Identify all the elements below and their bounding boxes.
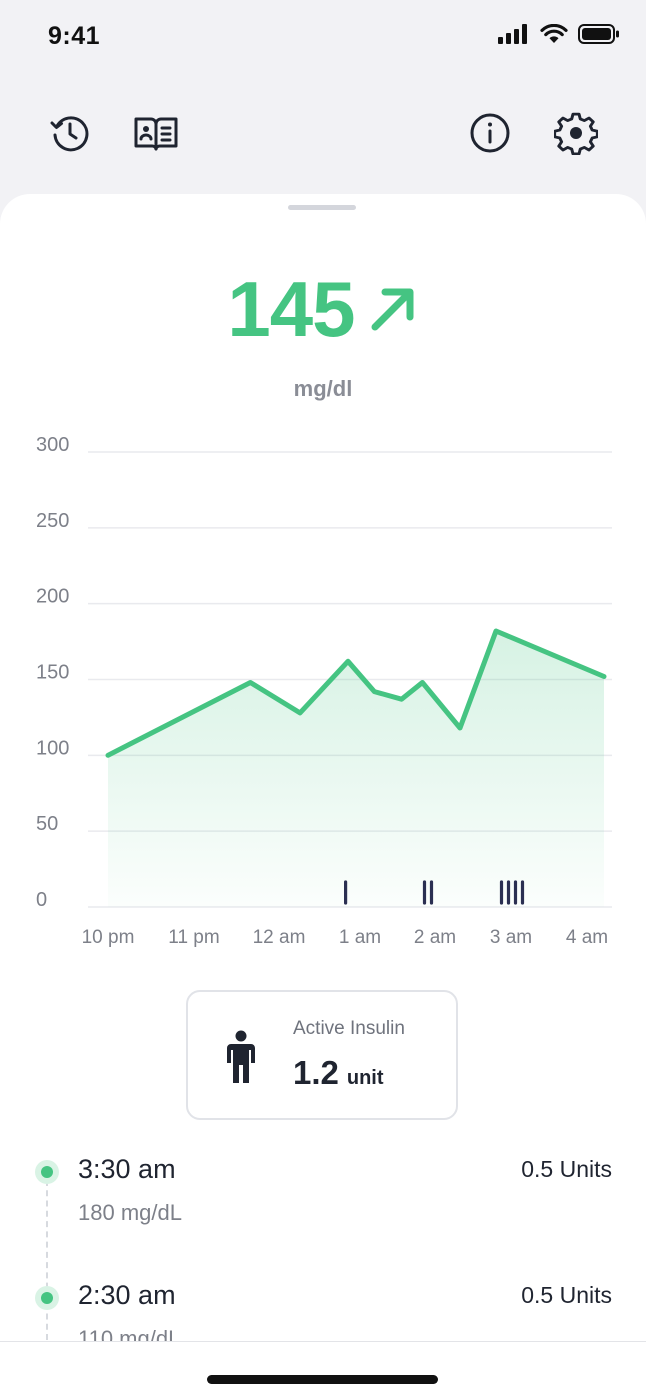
timeline-time: 3:30 am [78,1154,176,1184]
timeline-time: 2:30 am [78,1280,176,1310]
battery-icon [578,24,619,44]
insulin-dose-marker[interactable] [499,880,525,905]
x-tick-label: 1 am [339,927,381,948]
glucose-value: 145 [227,265,355,353]
settings-button[interactable] [553,110,599,156]
sheet-grabber[interactable] [288,205,356,210]
insulin-dose-marker[interactable] [422,880,434,905]
timeline-units: 0.5 Units [521,1156,612,1182]
glucose-area [108,631,604,907]
glucose-unit: mg/dl [293,376,353,401]
glucose-chart: 300 250 200 150 100 50 0 10 pm 11 pm 12 am 1 am 2 … [36,434,612,948]
timeline-reading: 180 mg/dL [78,1200,182,1225]
x-tick-label: 12 am [253,927,306,948]
timeline-item[interactable]: 3:30 am 180 mg/dL 0.5 Units [0,1144,646,1264]
info-icon [470,113,510,153]
active-insulin-number: 1.2 [293,1054,339,1091]
y-tick-label: 300 [36,434,69,456]
x-tick-label: 11 pm [168,927,219,948]
info-button[interactable] [467,110,513,156]
cellular-signal-icon [498,24,527,44]
person-icon [227,1030,255,1083]
x-tick-label: 2 am [414,927,456,948]
y-tick-label: 150 [36,662,69,684]
y-tick-label: 250 [36,510,69,532]
timeline-connector [46,1180,48,1340]
status-time: 9:41 [48,22,101,50]
active-insulin-title: Active Insulin [293,1018,405,1039]
dashboard-sheet: 145 mg/dl 300 250 200 150 100 50 0 10 pm 11 pm 1… [0,194,646,1400]
active-insulin-card[interactable]: Active Insulin 1.2 unit [186,990,458,1120]
timeline-dot [35,1286,59,1310]
y-tick-label: 50 [36,813,58,835]
bottom-bar [0,1341,646,1400]
status-icons [498,24,620,44]
active-insulin-unit: unit [346,1067,384,1089]
x-tick-label: 10 pm [82,927,135,948]
logbook-icon [134,117,178,151]
y-tick-label: 0 [36,889,47,911]
home-indicator[interactable] [207,1375,438,1384]
wifi-icon [540,24,568,43]
logbook-button[interactable] [133,110,179,156]
settings-gear-icon [554,112,598,155]
arrow-up-right-icon [371,288,414,331]
timeline-dot [35,1160,59,1184]
timeline-item[interactable]: 2:30 am 110 mg/dL 0.5 Units [0,1270,646,1390]
active-insulin-value: 1.2 unit [293,1054,384,1092]
timeline-units: 0.5 Units [521,1282,612,1308]
glucose-reading: 145 [0,270,646,348]
y-tick-label: 100 [36,737,69,759]
status-bar: 9:41 [0,0,646,76]
history-icon [50,116,89,152]
y-tick-label: 200 [36,586,69,608]
x-tick-label: 3 am [490,927,532,948]
glucose-line [105,628,607,758]
x-tick-label: 4 am [566,927,608,948]
history-button[interactable] [47,110,93,156]
